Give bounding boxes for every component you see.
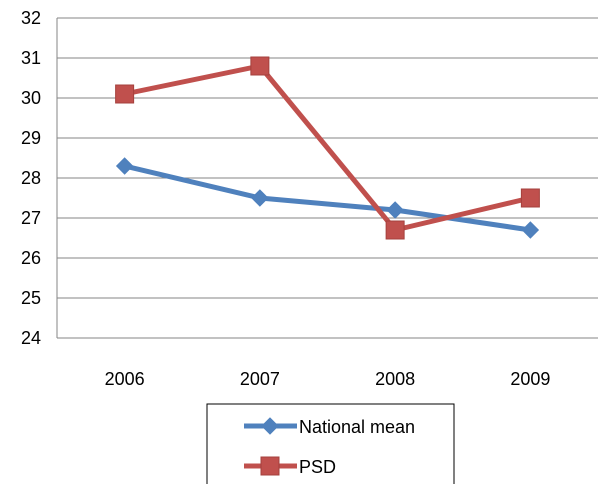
x-tick-label: 2008 bbox=[375, 369, 415, 389]
series-national-mean bbox=[115, 157, 540, 239]
data-point-psd bbox=[385, 220, 405, 240]
legend-label: PSD bbox=[299, 457, 336, 477]
legend: National mean PSD bbox=[206, 403, 455, 484]
legend-label: National mean bbox=[299, 417, 415, 437]
legend-marker-psd bbox=[260, 456, 280, 476]
y-tick-label: 29 bbox=[21, 128, 41, 148]
x-tick-label: 2006 bbox=[105, 369, 145, 389]
y-tick-label: 24 bbox=[21, 328, 41, 348]
y-tick-labels: 24 25 26 27 28 29 30 31 32 bbox=[21, 8, 41, 348]
x-tick-labels: 2006 2007 2008 2009 bbox=[105, 369, 551, 389]
data-point-national-mean bbox=[386, 201, 404, 219]
x-tick-label: 2009 bbox=[510, 369, 550, 389]
data-point-psd bbox=[250, 56, 270, 76]
series-line-psd bbox=[122, 63, 533, 233]
series-layer bbox=[115, 56, 540, 240]
y-tick-label: 26 bbox=[21, 248, 41, 268]
legend-marker-national-mean bbox=[261, 417, 279, 435]
series-psd bbox=[115, 56, 540, 240]
gridlines bbox=[57, 17, 598, 299]
data-point-psd bbox=[520, 188, 540, 208]
y-tick-label: 32 bbox=[21, 8, 41, 28]
x-tick-label: 2007 bbox=[240, 369, 280, 389]
data-point-psd bbox=[115, 84, 135, 104]
y-tick-label: 30 bbox=[21, 88, 41, 108]
y-tick-label: 27 bbox=[21, 208, 41, 228]
legend-item-national-mean: National mean bbox=[244, 417, 415, 437]
data-point-national-mean bbox=[251, 189, 269, 207]
y-tick-label: 28 bbox=[21, 168, 41, 188]
data-point-national-mean bbox=[115, 157, 134, 175]
data-point-national-mean bbox=[521, 221, 540, 239]
y-tick-label: 25 bbox=[21, 288, 41, 308]
legend-item-psd: PSD bbox=[244, 456, 336, 477]
series-line-national-mean bbox=[122, 163, 533, 233]
y-tick-label: 31 bbox=[21, 48, 41, 68]
legend-box bbox=[206, 403, 455, 484]
